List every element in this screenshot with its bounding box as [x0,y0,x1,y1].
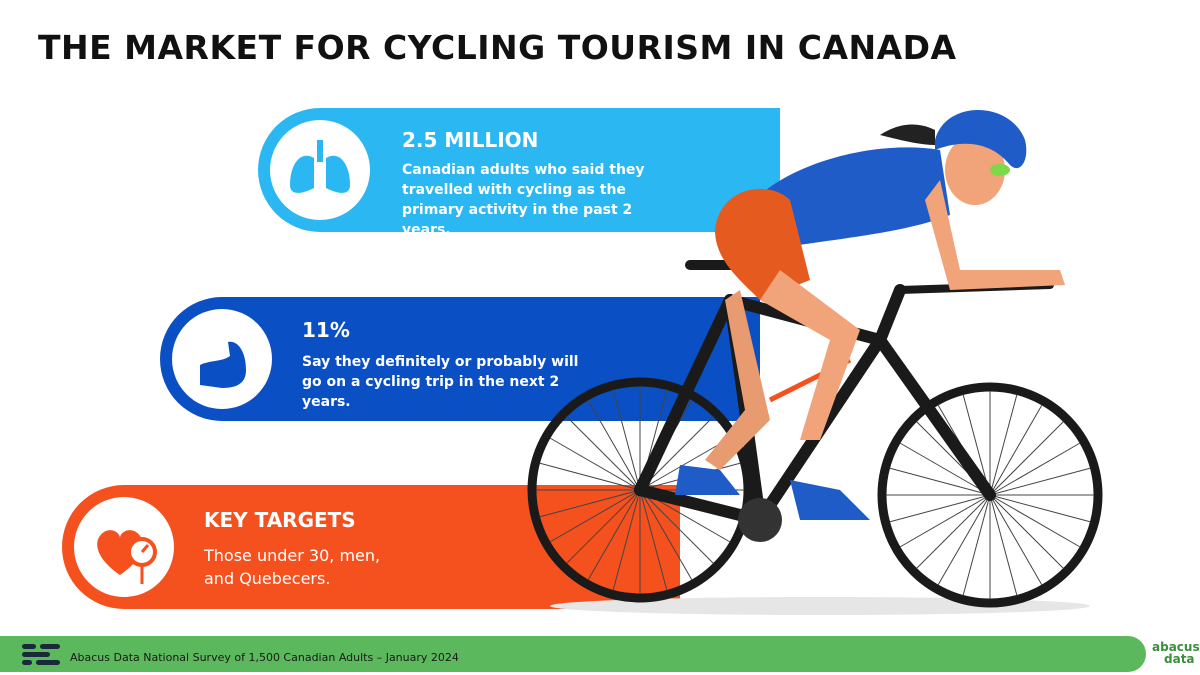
card-1 [258,108,780,232]
source: Abacus Data National Survey of 1,500 Can… [70,651,459,664]
icon-circle [172,309,272,409]
spoke [916,494,991,569]
footer-bar [0,636,1146,672]
spoke [539,489,641,518]
card-text: Those under 30, men, and Quebecers. [204,546,381,588]
card-headline: KEY TARGETS [204,508,356,532]
spoke [989,494,1018,596]
spoke [587,489,641,581]
spoke [539,462,641,491]
spoke [549,437,641,491]
spoke [989,494,1081,548]
spoke [989,494,1043,586]
card-text: Canadian adults who said they travelled … [402,162,645,238]
title: THE MARKET FOR CYCLING TOURISM IN CANADA [38,28,957,67]
card-headline: 2.5 MILLION [402,128,539,152]
spoke [566,489,641,564]
spoke [899,494,991,548]
rider [675,110,1065,520]
logo: abacus data [1152,641,1200,665]
spoke [612,389,641,491]
spoke [962,394,991,496]
logo-bottom: data [1164,652,1195,666]
spoke [889,494,991,523]
logo-top: abacus [1152,640,1200,654]
spoke [639,489,693,581]
spoke [989,494,1091,523]
spoke [889,467,991,496]
spoke [639,437,731,491]
spoke [989,421,1064,496]
spoke [989,404,1043,496]
card-headline: 11% [302,318,350,342]
card-3 [62,485,680,609]
heart-gauge-icon [97,530,157,584]
spoke [899,442,991,496]
spoke [639,489,668,591]
spoke [612,489,641,591]
card-text: Say they definitely or probably will go … [302,354,579,410]
footer-icon [22,644,60,665]
icon-circle [270,120,370,220]
spoke [549,489,641,543]
lungs-icon [290,140,350,193]
spoke [587,399,641,491]
chainring [738,498,782,542]
spoke [989,467,1091,496]
spoke [989,494,1064,569]
spoke [639,489,714,564]
spoke [989,394,1018,496]
spoke [989,442,1081,496]
spoke [962,494,991,596]
muscle-icon [200,341,246,388]
spoke [937,494,991,586]
spoke [566,416,641,491]
